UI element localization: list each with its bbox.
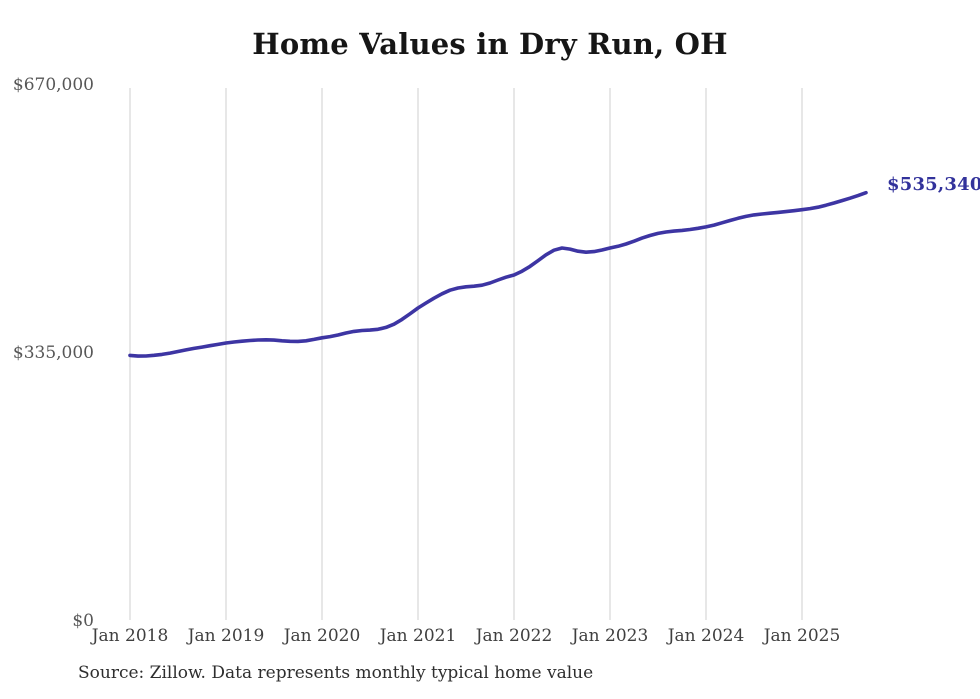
- x-tick-label: Jan 2025: [763, 626, 841, 646]
- y-tick-label: $670,000: [12, 75, 94, 95]
- x-tick-label: Jan 2019: [187, 626, 265, 646]
- x-tick-label: Jan 2023: [571, 626, 649, 646]
- x-tick-label: Jan 2021: [379, 626, 457, 646]
- x-tick-label: Jan 2018: [91, 626, 169, 646]
- source-note: Source: Zillow. Data represents monthly …: [78, 663, 594, 683]
- latest-value-label: $535,340: [887, 174, 980, 195]
- chart-title: Home Values in Dry Run, OH: [252, 27, 728, 61]
- x-tick-label: Jan 2020: [283, 626, 361, 646]
- x-tick-label: Jan 2022: [475, 626, 553, 646]
- y-tick-label: $335,000: [12, 343, 94, 363]
- y-tick-label: $0: [72, 611, 94, 631]
- x-tick-label: Jan 2024: [667, 626, 745, 646]
- home-value-line: [128, 190, 868, 358]
